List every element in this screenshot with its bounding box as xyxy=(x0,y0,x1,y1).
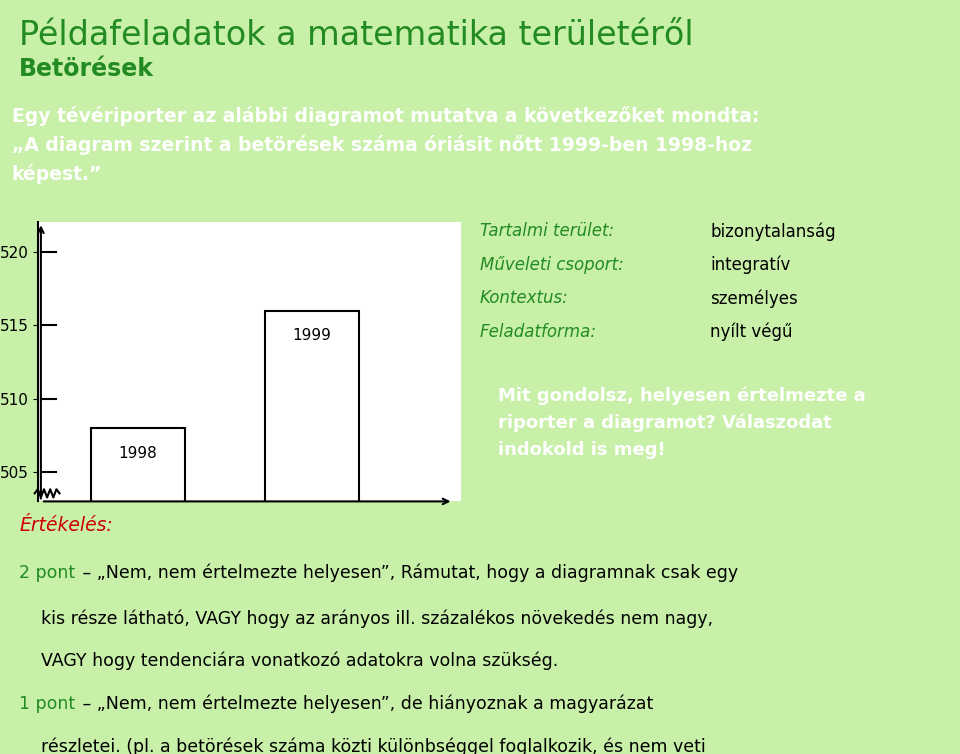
Bar xyxy=(265,311,359,754)
Text: személyes: személyes xyxy=(710,290,798,308)
Text: Műveleti csoport:: Műveleti csoport: xyxy=(480,256,624,274)
Text: 2 pont: 2 pont xyxy=(19,564,75,582)
Text: – „Nem, nem értelmezte helyesen”, Rámutat, hogy a diagramnak csak egy: – „Nem, nem értelmezte helyesen”, Rámuta… xyxy=(77,564,738,583)
Text: 1 pont: 1 pont xyxy=(19,694,75,713)
Text: Értékelés:: Értékelés: xyxy=(19,516,113,535)
Text: Példafeladatok a matematika területéről: Példafeladatok a matematika területéről xyxy=(19,19,694,52)
Text: Egy tévériporter az alábbi diagramot mutatva a következőket mondta:
„A diagram s: Egy tévériporter az alábbi diagramot mut… xyxy=(12,106,759,184)
Text: nyílt végű: nyílt végű xyxy=(710,323,793,342)
Text: Feladatforma:: Feladatforma: xyxy=(480,323,597,341)
Text: integratív: integratív xyxy=(710,256,791,274)
Text: 1998: 1998 xyxy=(118,446,157,461)
Bar xyxy=(90,428,185,754)
Text: Tartalmi terület:: Tartalmi terület: xyxy=(480,222,614,241)
Text: részletei. (pl. a betörések száma közti különbséggel foglalkozik, és nem veti: részletei. (pl. a betörések száma közti … xyxy=(19,737,706,754)
Text: VAGY hogy tendenciára vonatkozó adatokra volna szükség.: VAGY hogy tendenciára vonatkozó adatokra… xyxy=(19,652,559,670)
Text: – „Nem, nem értelmezte helyesen”, de hiányoznak a magyarázat: – „Nem, nem értelmezte helyesen”, de hiá… xyxy=(77,694,654,713)
Text: Betörések: Betörések xyxy=(19,57,155,81)
Text: kis része látható, VAGY hogy az arányos ill. százalékos növekedés nem nagy,: kis része látható, VAGY hogy az arányos … xyxy=(19,609,713,627)
Text: 1999: 1999 xyxy=(292,328,331,343)
Text: Kontextus:: Kontextus: xyxy=(480,290,568,307)
Text: Mit gondolsz, helyesen értelmezte a
riporter a diagramot? Válaszodat
indokold is: Mit gondolsz, helyesen értelmezte a ripo… xyxy=(498,387,866,458)
Text: bizonytalanság: bizonytalanság xyxy=(710,222,836,241)
